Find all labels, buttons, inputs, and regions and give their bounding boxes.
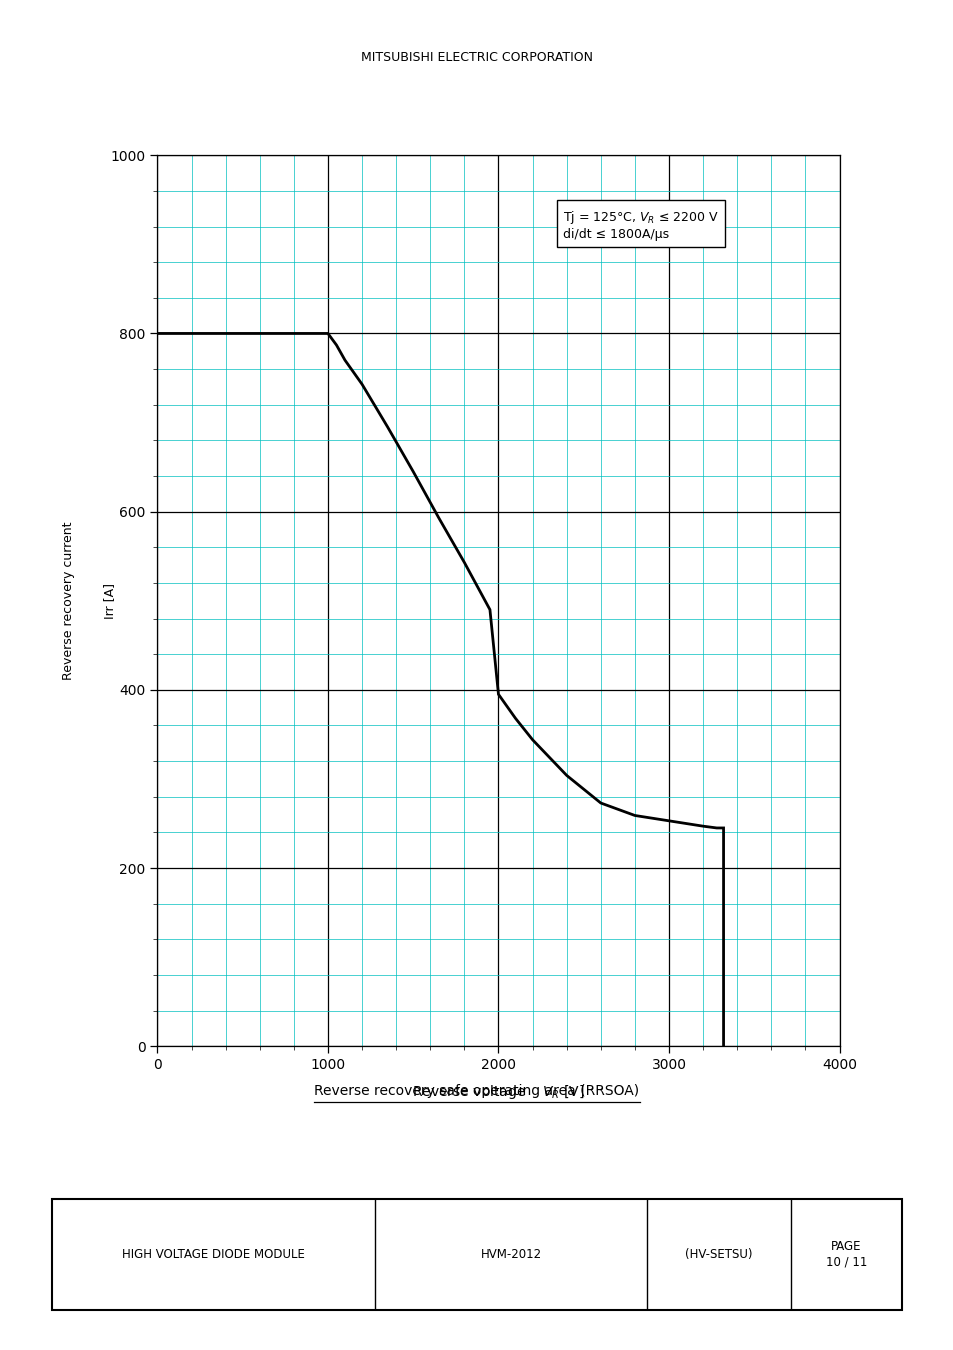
X-axis label: Reverse voltage    $V_R$ [V]: Reverse voltage $V_R$ [V] bbox=[412, 1083, 584, 1102]
Text: Tj = 125°C, $V_R$ ≤ 2200 V
di/dt ≤ 1800A/μs: Tj = 125°C, $V_R$ ≤ 2200 V di/dt ≤ 1800A… bbox=[562, 209, 719, 240]
Text: (HV-SETSU): (HV-SETSU) bbox=[684, 1247, 752, 1261]
Text: MITSUBISHI ELECTRIC CORPORATION: MITSUBISHI ELECTRIC CORPORATION bbox=[360, 51, 593, 65]
Text: PAGE
10 / 11: PAGE 10 / 11 bbox=[824, 1241, 866, 1268]
Text: Reverse recovery current: Reverse recovery current bbox=[62, 521, 75, 680]
Text: HIGH VOLTAGE DIODE MODULE: HIGH VOLTAGE DIODE MODULE bbox=[122, 1247, 305, 1261]
Text: Irr [A]: Irr [A] bbox=[103, 583, 116, 618]
Text: HVM-2012: HVM-2012 bbox=[480, 1247, 541, 1261]
Text: Reverse recovery safe operating area (RRSOA): Reverse recovery safe operating area (RR… bbox=[314, 1084, 639, 1098]
